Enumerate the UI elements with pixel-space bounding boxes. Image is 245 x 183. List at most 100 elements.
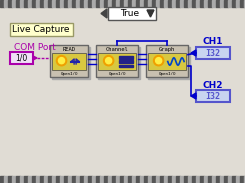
Bar — [228, 0, 232, 7]
Bar — [184, 0, 188, 7]
Bar — [96, 0, 100, 7]
Bar — [200, 0, 204, 7]
Bar — [56, 176, 60, 183]
Bar — [208, 176, 212, 183]
Bar — [180, 176, 184, 183]
Bar — [136, 0, 140, 7]
Text: READ: READ — [62, 47, 75, 52]
Bar — [108, 0, 112, 7]
Text: OpenI/O: OpenI/O — [108, 72, 126, 76]
Bar — [136, 176, 140, 183]
Text: CH2: CH2 — [203, 81, 223, 89]
Bar — [196, 176, 200, 183]
Bar — [76, 176, 80, 183]
Bar — [172, 176, 176, 183]
Bar — [140, 176, 144, 183]
Bar — [84, 176, 88, 183]
Bar — [244, 176, 245, 183]
Bar — [220, 0, 224, 7]
Bar — [112, 0, 116, 7]
Bar — [204, 0, 208, 7]
Bar — [156, 176, 160, 183]
Bar — [236, 0, 240, 7]
Bar — [147, 46, 189, 79]
Bar — [224, 176, 228, 183]
Polygon shape — [191, 93, 196, 99]
Bar — [176, 0, 180, 7]
Bar — [40, 176, 44, 183]
Bar — [212, 176, 216, 183]
Bar — [98, 53, 136, 70]
Bar — [20, 0, 24, 7]
Text: Live Capture: Live Capture — [12, 25, 70, 34]
Bar — [196, 0, 200, 7]
Circle shape — [59, 58, 65, 64]
Text: I32: I32 — [206, 49, 220, 58]
Bar — [60, 176, 64, 183]
Bar — [220, 176, 224, 183]
Bar — [112, 176, 116, 183]
Bar — [80, 176, 84, 183]
Bar — [140, 0, 144, 7]
Bar — [88, 0, 92, 7]
Bar — [64, 176, 68, 183]
Bar — [100, 176, 104, 183]
Bar — [92, 0, 96, 7]
Bar — [12, 176, 16, 183]
Bar — [88, 176, 92, 183]
Bar — [48, 176, 52, 183]
Bar — [192, 0, 196, 7]
Circle shape — [56, 56, 67, 66]
Bar — [51, 46, 89, 79]
Text: OpenI/O: OpenI/O — [158, 72, 176, 76]
Text: CH1: CH1 — [203, 38, 223, 46]
Bar — [132, 176, 136, 183]
Bar — [32, 176, 36, 183]
Bar — [4, 176, 8, 183]
Bar — [52, 0, 56, 7]
Bar — [148, 176, 152, 183]
Bar — [84, 0, 88, 7]
Bar — [28, 176, 32, 183]
Bar — [204, 176, 208, 183]
Bar — [119, 56, 133, 59]
Circle shape — [156, 58, 162, 64]
Bar — [68, 176, 72, 183]
Bar — [119, 65, 133, 67]
Bar — [172, 0, 176, 7]
Bar — [168, 176, 172, 183]
Bar — [20, 176, 24, 183]
Bar — [160, 176, 164, 183]
Bar — [148, 0, 152, 7]
Bar — [128, 0, 132, 7]
Circle shape — [104, 56, 114, 66]
Bar — [124, 0, 128, 7]
Bar — [36, 176, 40, 183]
Bar — [12, 0, 16, 7]
Bar — [152, 0, 156, 7]
Polygon shape — [191, 50, 196, 56]
Bar — [92, 176, 96, 183]
Bar — [0, 176, 4, 183]
Bar — [196, 47, 230, 59]
Bar — [64, 0, 68, 7]
Bar — [98, 46, 139, 79]
Bar — [192, 176, 196, 183]
Bar — [119, 60, 133, 63]
Bar — [188, 0, 192, 7]
Bar — [104, 0, 108, 7]
Bar — [124, 176, 128, 183]
Bar — [184, 176, 188, 183]
Bar — [156, 0, 160, 7]
Bar — [76, 0, 80, 7]
Bar — [108, 7, 156, 20]
Bar — [72, 176, 76, 183]
Polygon shape — [33, 56, 37, 60]
Bar — [168, 0, 172, 7]
Bar — [240, 176, 244, 183]
Bar — [120, 176, 124, 183]
Bar — [52, 53, 86, 70]
Bar — [236, 176, 240, 183]
Text: COM Port: COM Port — [14, 42, 56, 51]
Bar — [212, 0, 216, 7]
